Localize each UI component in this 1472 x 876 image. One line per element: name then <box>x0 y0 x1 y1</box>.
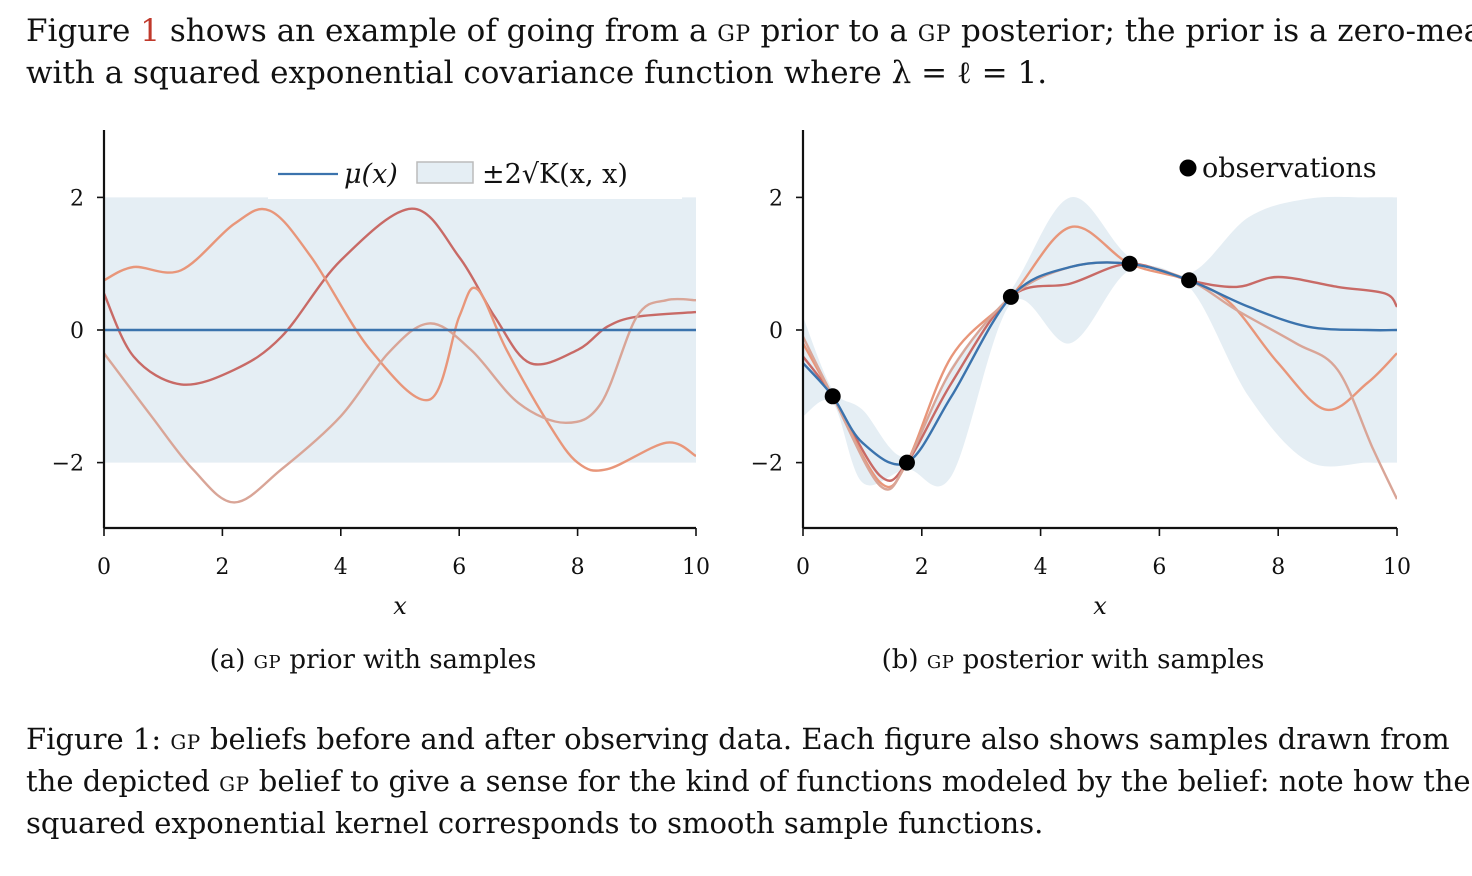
prior-legend: μ(x) ±2√K(x, x) <box>268 147 682 199</box>
posterior-mean-curve <box>803 261 1397 466</box>
prior-y-tick-label: 2 <box>70 186 84 211</box>
posterior-legend: observations <box>1179 153 1377 184</box>
prior-x-tick-label: 6 <box>452 555 466 580</box>
posterior-sample-line-1 <box>803 262 1397 482</box>
prior-x-tick-label: 0 <box>97 555 111 580</box>
figure-caption-line-3: squared exponential kernel corresponds t… <box>26 806 1044 840</box>
prior-sample-line-3 <box>104 297 696 504</box>
prior-sample-line-2 <box>104 207 696 472</box>
posterior-sample-line-2 <box>803 225 1397 489</box>
prior-x-tick-label: 8 <box>571 555 585 580</box>
intro-line-1: Figure 1 shows an example of going from … <box>26 13 1472 49</box>
posterior-x-tick-label: 10 <box>1383 555 1411 580</box>
observations-legend-label: observations <box>1202 153 1377 184</box>
subcaption-b: (b) gp posterior with samples <box>881 645 1265 675</box>
band-legend-swatch <box>416 161 474 184</box>
band-legend-label: ±2√K(x, x) <box>482 159 628 190</box>
figure-reference-link[interactable]: 1 <box>140 13 160 49</box>
observation-point <box>824 388 841 405</box>
observation-points <box>824 255 1198 471</box>
prior-y-tick-label: 0 <box>70 319 84 344</box>
figure-caption-line-2: the depicted gp belief to give a sense f… <box>26 764 1471 798</box>
posterior-y-tick-label: 2 <box>769 186 783 211</box>
figure-caption-line-1: Figure 1: gp beliefs before and after ob… <box>26 722 1450 756</box>
posterior-x-tick-label: 6 <box>1152 555 1166 580</box>
posterior-band-area <box>803 196 1397 487</box>
posterior-x-tick-label: 2 <box>915 555 929 580</box>
posterior-axes: 0 2 4 6 8 10 −2 0 2 x <box>751 130 1411 620</box>
posterior-y-tick-label: −2 <box>751 452 783 477</box>
observation-point <box>1121 255 1138 272</box>
observation-point <box>898 454 915 471</box>
prior-sample-line-1 <box>104 207 696 386</box>
prior-panel: 0 2 4 6 8 10 −2 0 2 x μ(x) ±2√K(x, x) <box>52 130 710 620</box>
posterior-y-tick-label: 0 <box>769 319 783 344</box>
observations-legend-marker <box>1179 159 1197 177</box>
posterior-x-axis-label: x <box>1093 592 1107 620</box>
prior-x-tick-label: 4 <box>334 555 348 580</box>
posterior-x-tick-label: 4 <box>1034 555 1048 580</box>
prior-x-tick-label: 2 <box>215 555 229 580</box>
prior-axes: 0 2 4 6 8 10 −2 0 2 x <box>52 130 710 620</box>
intro-line-2: with a squared exponential covariance fu… <box>26 55 1048 91</box>
prior-x-axis-label: x <box>393 592 407 620</box>
mean-legend-label: μ(x) <box>344 159 398 190</box>
prior-samples <box>104 207 696 504</box>
prior-y-tick-label: −2 <box>52 452 84 477</box>
prior-x-tick-label: 10 <box>682 555 710 580</box>
observation-point <box>1181 272 1198 289</box>
posterior-x-tick-label: 0 <box>796 555 810 580</box>
posterior-panel: 0 2 4 6 8 10 −2 0 2 x observations <box>751 130 1411 620</box>
posterior-uncertainty-band <box>803 196 1397 487</box>
posterior-mean-line <box>803 261 1397 466</box>
posterior-x-tick-label: 8 <box>1271 555 1285 580</box>
subcaption-a: (a) gp prior with samples <box>209 645 537 675</box>
observation-point <box>1002 288 1019 305</box>
